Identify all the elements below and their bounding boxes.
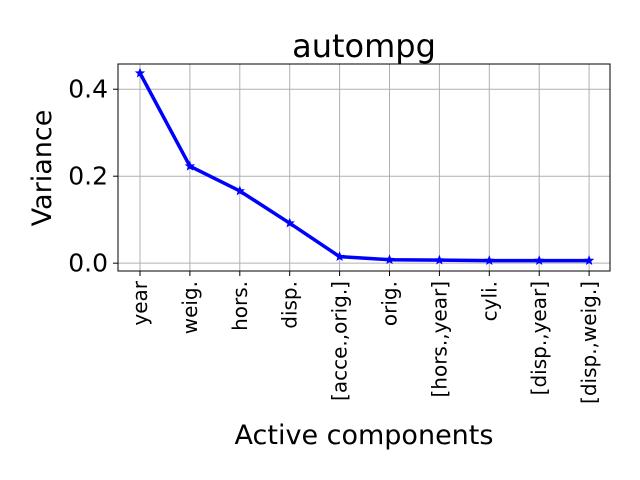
x-tick-label: [disp.,year] [527, 281, 551, 395]
data-point [384, 254, 395, 265]
x-tick-label: [disp.,weig.] [577, 281, 601, 404]
y-tick-label: 0.0 [68, 249, 108, 278]
x-tick-label: cyli. [477, 281, 501, 321]
y-axis-label: Variance [27, 110, 58, 227]
axis-ticks: year weig. hors. disp. [acce.,orig.] orig. [ho… [68, 75, 601, 404]
x-tick-label: hors. [228, 281, 252, 331]
data-point [583, 255, 595, 265]
data-point [184, 160, 196, 171]
data-point [134, 67, 146, 78]
data-point [434, 254, 445, 265]
x-axis-label: Active components [235, 420, 494, 451]
grid-lines [118, 64, 610, 271]
x-tick-label: disp. [278, 281, 302, 329]
y-tick-label: 0.4 [68, 75, 108, 104]
series-line [138, 71, 591, 263]
x-tick-label: year [128, 280, 152, 325]
y-tick-label: 0.2 [68, 162, 108, 191]
x-tick-label: [hors.,year] [427, 281, 451, 398]
series-layer [134, 67, 595, 265]
chart-title: autompg [292, 27, 436, 65]
x-tick-label: orig. [378, 281, 402, 326]
data-point [334, 251, 345, 262]
data-point [534, 255, 545, 265]
data-point [284, 217, 295, 228]
data-point [234, 185, 245, 196]
data-point [484, 255, 495, 265]
x-tick-label: weig. [178, 281, 202, 334]
plot-area [117, 63, 611, 272]
x-tick-label: [acce.,orig.] [328, 281, 352, 401]
